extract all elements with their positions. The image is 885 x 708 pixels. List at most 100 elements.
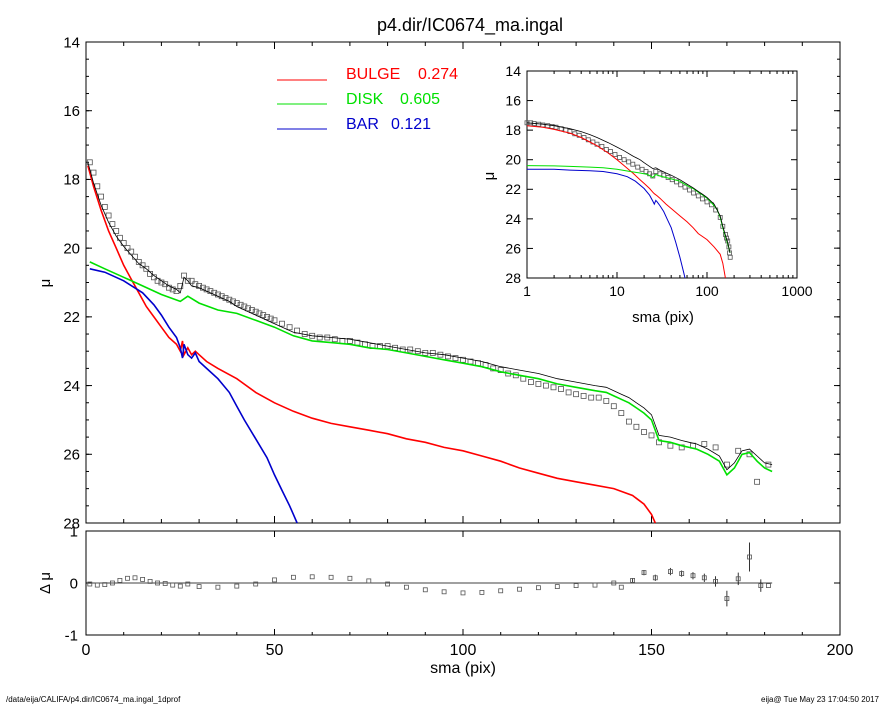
main-data-point [588, 394, 595, 401]
main-y-tick-label: 20 [63, 240, 80, 257]
main-data-point [256, 310, 263, 317]
residual-data-point [94, 582, 100, 588]
residual-x-tick-label: 0 [82, 642, 91, 659]
main-data-point [207, 288, 214, 295]
inset-data-point [727, 254, 733, 260]
inset-axes: 14 16 18 20 22 24 26 281 10 100 1000 [505, 63, 812, 299]
residual-data-point [479, 590, 485, 595]
footer-path: /data/eija/CALIFA/p4.dir/IC0674_ma.ingal… [6, 695, 181, 704]
legend-value-bulge: 0.274 [418, 66, 458, 83]
main-data-point [384, 343, 391, 350]
main-data-point [192, 281, 199, 288]
residual-data-point [611, 580, 617, 586]
inset-y-tick-label: 28 [505, 270, 521, 286]
residual-x-tick-label: 150 [638, 642, 665, 659]
main-data-point [460, 356, 466, 363]
residual-data-point [177, 583, 183, 589]
residual-x-tick-label: 50 [266, 642, 284, 659]
main-data-point [173, 288, 180, 295]
main-data-point [199, 284, 206, 291]
residual-y-tick-label: -1 [65, 627, 78, 644]
residual-data-point [630, 578, 635, 583]
inset-x-tick-label: 1000 [781, 283, 812, 299]
residual-data-point [328, 574, 334, 580]
residual-data-point [679, 571, 685, 576]
main-data-point [214, 291, 221, 298]
main-data-point [339, 337, 346, 344]
main-data-point [162, 281, 169, 288]
residual-data-point [517, 586, 522, 592]
inset-marks [524, 120, 733, 279]
main-data-point [241, 303, 248, 310]
main-data-point [218, 293, 225, 300]
residual-x-tick-label: 200 [827, 642, 854, 659]
inset-data-point [704, 199, 710, 205]
main-data-point [618, 410, 625, 417]
main-data-point [633, 423, 640, 430]
residual-data-point [735, 576, 741, 582]
main-data-point [196, 282, 203, 289]
main-data-point [233, 300, 240, 307]
inset-data-point [617, 155, 622, 160]
main-data-point [120, 240, 127, 246]
residual-data-point [403, 584, 409, 590]
residual-data-point [618, 584, 624, 590]
main-data-point [528, 379, 534, 386]
main-data-point [765, 461, 772, 468]
legend-value-bar: 0.121 [391, 116, 431, 133]
residual-data-point [87, 581, 93, 587]
residual-data-point [117, 578, 123, 583]
main-data-point [211, 289, 218, 296]
main-data-point [203, 286, 210, 293]
inset-data-point [630, 161, 636, 167]
inset-y-tick-label: 22 [505, 181, 521, 197]
main-data-point [248, 307, 255, 313]
inset-y-tick-label: 24 [505, 211, 521, 227]
main-y-tick-label: 24 [63, 378, 80, 395]
main-y-tick-label: 28 [63, 515, 80, 532]
main-data-point [550, 384, 557, 391]
residual-data-point [573, 583, 579, 588]
residual-data-point [668, 569, 673, 574]
inset-y-tick-label: 18 [505, 122, 521, 138]
main-data-point [188, 277, 195, 284]
main-data-point [260, 312, 267, 319]
main-data-point [101, 203, 108, 210]
main-data-point [139, 262, 146, 269]
residual-data-point [690, 573, 696, 579]
inset-data-point [553, 124, 559, 130]
inset-data-point [612, 152, 618, 157]
main-data-point [735, 447, 742, 454]
residual-data-point [272, 577, 277, 583]
main-data-point [444, 353, 451, 360]
residual-data-point [155, 580, 161, 586]
inset-y-tick-label: 14 [505, 63, 521, 79]
residual-data-point [422, 587, 428, 593]
inset-data-point [576, 132, 582, 138]
main-data-point [105, 212, 112, 219]
inset-plot-frame [526, 70, 798, 279]
residual-data-point [253, 581, 259, 587]
residual-data-point [162, 581, 168, 586]
residual-data-point [140, 577, 146, 582]
main-data-point [147, 270, 154, 277]
main-series-bar [89, 268, 298, 524]
main-y-tick-label: 18 [63, 172, 80, 189]
inset-x-tick-label: 10 [609, 283, 625, 299]
inset-y-label: μ [481, 172, 498, 181]
main-data-point [565, 389, 572, 396]
residual-data-point [110, 580, 115, 586]
legend: BULGE 0.274 DISK 0.605 BAR 0.121 [277, 66, 458, 133]
residual-data-point [713, 579, 718, 584]
main-data-point [132, 253, 138, 260]
main-data-point [165, 284, 172, 291]
main-data-point [667, 442, 674, 449]
inset-x-tick-label: 1 [523, 283, 531, 299]
residual-data-point [147, 579, 153, 584]
main-data-point [648, 432, 655, 439]
main-data-point [452, 355, 459, 362]
main-data-point [580, 392, 587, 399]
inset-series-bar [527, 168, 686, 279]
main-y-tick-label: 26 [63, 447, 80, 464]
